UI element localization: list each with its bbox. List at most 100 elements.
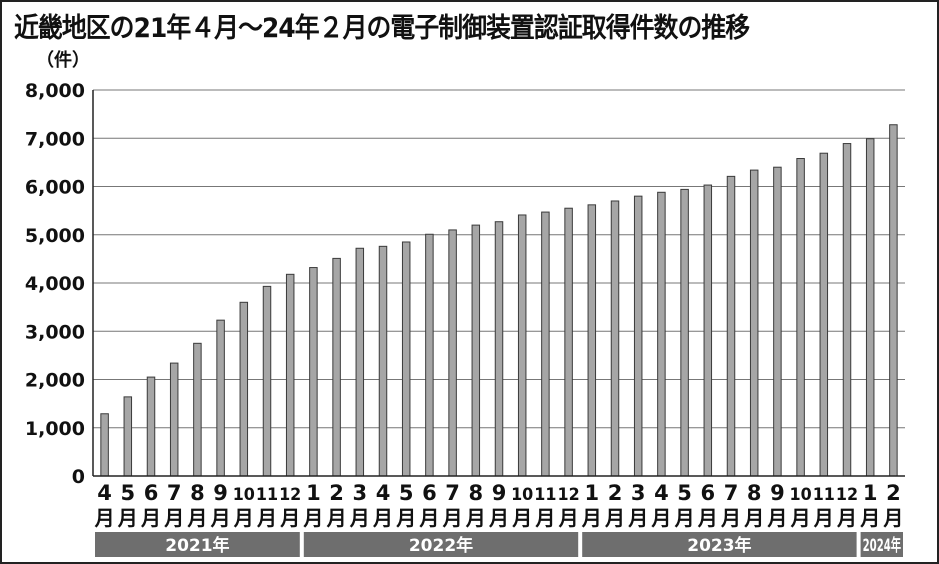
bar bbox=[146, 376, 156, 477]
x-tick-month-suffix: 月 bbox=[813, 506, 834, 530]
x-tick-month-suffix: 月 bbox=[465, 506, 486, 530]
bar bbox=[216, 319, 225, 477]
bar bbox=[378, 245, 388, 477]
x-tick-month-suffix: 月 bbox=[372, 506, 393, 530]
x-tick-month-number: 7 bbox=[724, 481, 739, 505]
bar bbox=[889, 124, 898, 477]
bar bbox=[285, 273, 295, 477]
x-tick-month-number: 9 bbox=[492, 481, 507, 505]
x-tick-month-suffix: 月 bbox=[674, 506, 695, 530]
bar bbox=[819, 152, 829, 477]
x-tick-month-number: 4 bbox=[654, 481, 669, 505]
x-tick-month-suffix: 月 bbox=[859, 506, 880, 530]
x-tick-month-number: 10 bbox=[790, 485, 812, 505]
x-tick-month-number: 8 bbox=[747, 481, 762, 505]
x-tick-month-number: 4 bbox=[97, 481, 112, 505]
x-tick-month-suffix: 月 bbox=[418, 506, 439, 530]
x-tick-month-suffix: 月 bbox=[511, 506, 532, 530]
year-band bbox=[582, 532, 857, 557]
year-label: 2022年 bbox=[409, 535, 473, 556]
bar bbox=[309, 267, 318, 477]
bar bbox=[657, 191, 666, 477]
bar bbox=[169, 362, 179, 477]
bar bbox=[773, 166, 782, 477]
x-tick-month-number: 6 bbox=[422, 481, 437, 505]
y-tick-label: 8,000 bbox=[25, 80, 85, 102]
x-tick-month-number: 11 bbox=[534, 485, 556, 505]
x-tick-month-number: 3 bbox=[352, 481, 367, 505]
x-tick-month-number: 9 bbox=[213, 481, 228, 505]
bar bbox=[401, 241, 411, 477]
bar bbox=[239, 301, 249, 477]
bar bbox=[587, 204, 597, 477]
bar bbox=[448, 229, 457, 477]
bar bbox=[633, 195, 643, 477]
x-tick-month-suffix: 月 bbox=[604, 506, 625, 530]
x-tick-month-number: 2 bbox=[886, 481, 901, 505]
y-axis-unit-label: （件） bbox=[36, 50, 90, 71]
bar bbox=[865, 138, 875, 477]
x-tick-month-suffix: 月 bbox=[650, 506, 671, 530]
y-tick-label: 6,000 bbox=[25, 177, 85, 199]
y-tick-label: 7,000 bbox=[25, 128, 85, 150]
y-axis-tick-labels: 0 1,000 2,000 3,000 4,000 5,000 6,000 7,000 8,00… bbox=[25, 80, 85, 488]
x-tick-month-number: 1 bbox=[306, 481, 321, 505]
year-label: 2023年 bbox=[687, 535, 751, 556]
x-tick-month-number: 2 bbox=[329, 481, 344, 505]
bar bbox=[193, 342, 202, 477]
y-tick-label: 1,000 bbox=[25, 418, 85, 440]
bar bbox=[703, 184, 713, 477]
y-tick-label: 2,000 bbox=[25, 370, 85, 392]
x-tick-month-number: 7 bbox=[167, 481, 182, 505]
bar bbox=[680, 188, 689, 477]
x-tick-month-number: 12 bbox=[836, 485, 858, 505]
x-tick-month-suffix: 月 bbox=[558, 506, 579, 530]
x-tick-month-suffix: 月 bbox=[326, 506, 347, 530]
x-tick-month-suffix: 月 bbox=[186, 506, 207, 530]
year-label: 2021年 bbox=[165, 535, 229, 556]
year-bands: 2021年 2022年 2023年 2024年 bbox=[95, 532, 903, 557]
x-tick-month-number: 8 bbox=[190, 481, 205, 505]
x-tick-month-suffix: 月 bbox=[882, 506, 903, 530]
x-tick-month-number: 3 bbox=[631, 481, 646, 505]
x-tick-month-number: 12 bbox=[558, 485, 580, 505]
x-tick-month-suffix: 月 bbox=[720, 506, 741, 530]
x-tick-month-suffix: 月 bbox=[163, 506, 184, 530]
x-tick-month-number: 9 bbox=[770, 481, 785, 505]
x-tick-month-number: 6 bbox=[144, 481, 159, 505]
x-tick-month-suffix: 月 bbox=[766, 506, 787, 530]
axes bbox=[92, 90, 905, 477]
x-tick-month-number: 2 bbox=[608, 481, 623, 505]
x-tick-month-suffix: 月 bbox=[790, 506, 811, 530]
x-tick-month-suffix: 月 bbox=[210, 506, 231, 530]
year-label: 2024年 bbox=[863, 535, 901, 556]
x-tick-month-suffix: 月 bbox=[94, 506, 115, 530]
bar bbox=[749, 169, 759, 477]
bar bbox=[517, 214, 527, 477]
x-tick-month-suffix: 月 bbox=[117, 506, 138, 530]
bar bbox=[332, 257, 341, 477]
x-tick-month-suffix: 月 bbox=[534, 506, 555, 530]
bar bbox=[123, 396, 133, 477]
bar bbox=[425, 233, 434, 477]
x-tick-month-suffix: 月 bbox=[302, 506, 323, 530]
x-tick-month-suffix: 月 bbox=[743, 506, 764, 530]
bar bbox=[842, 143, 852, 477]
y-tick-label: 4,000 bbox=[25, 273, 85, 295]
x-tick-month-number: 5 bbox=[120, 481, 135, 505]
x-tick-month-number: 4 bbox=[376, 481, 391, 505]
bar bbox=[471, 224, 481, 477]
x-tick-month-suffix: 月 bbox=[836, 506, 857, 530]
x-tick-month-number: 5 bbox=[399, 481, 414, 505]
x-tick-month-suffix: 月 bbox=[233, 506, 254, 530]
bar bbox=[100, 413, 109, 477]
x-tick-month-suffix: 月 bbox=[256, 506, 277, 530]
bars bbox=[100, 124, 898, 477]
bar bbox=[541, 211, 550, 477]
bar bbox=[355, 247, 365, 477]
x-tick-month-number: 10 bbox=[511, 485, 533, 505]
year-band bbox=[860, 532, 903, 557]
year-band bbox=[95, 532, 300, 557]
x-tick-month-number: 8 bbox=[468, 481, 483, 505]
